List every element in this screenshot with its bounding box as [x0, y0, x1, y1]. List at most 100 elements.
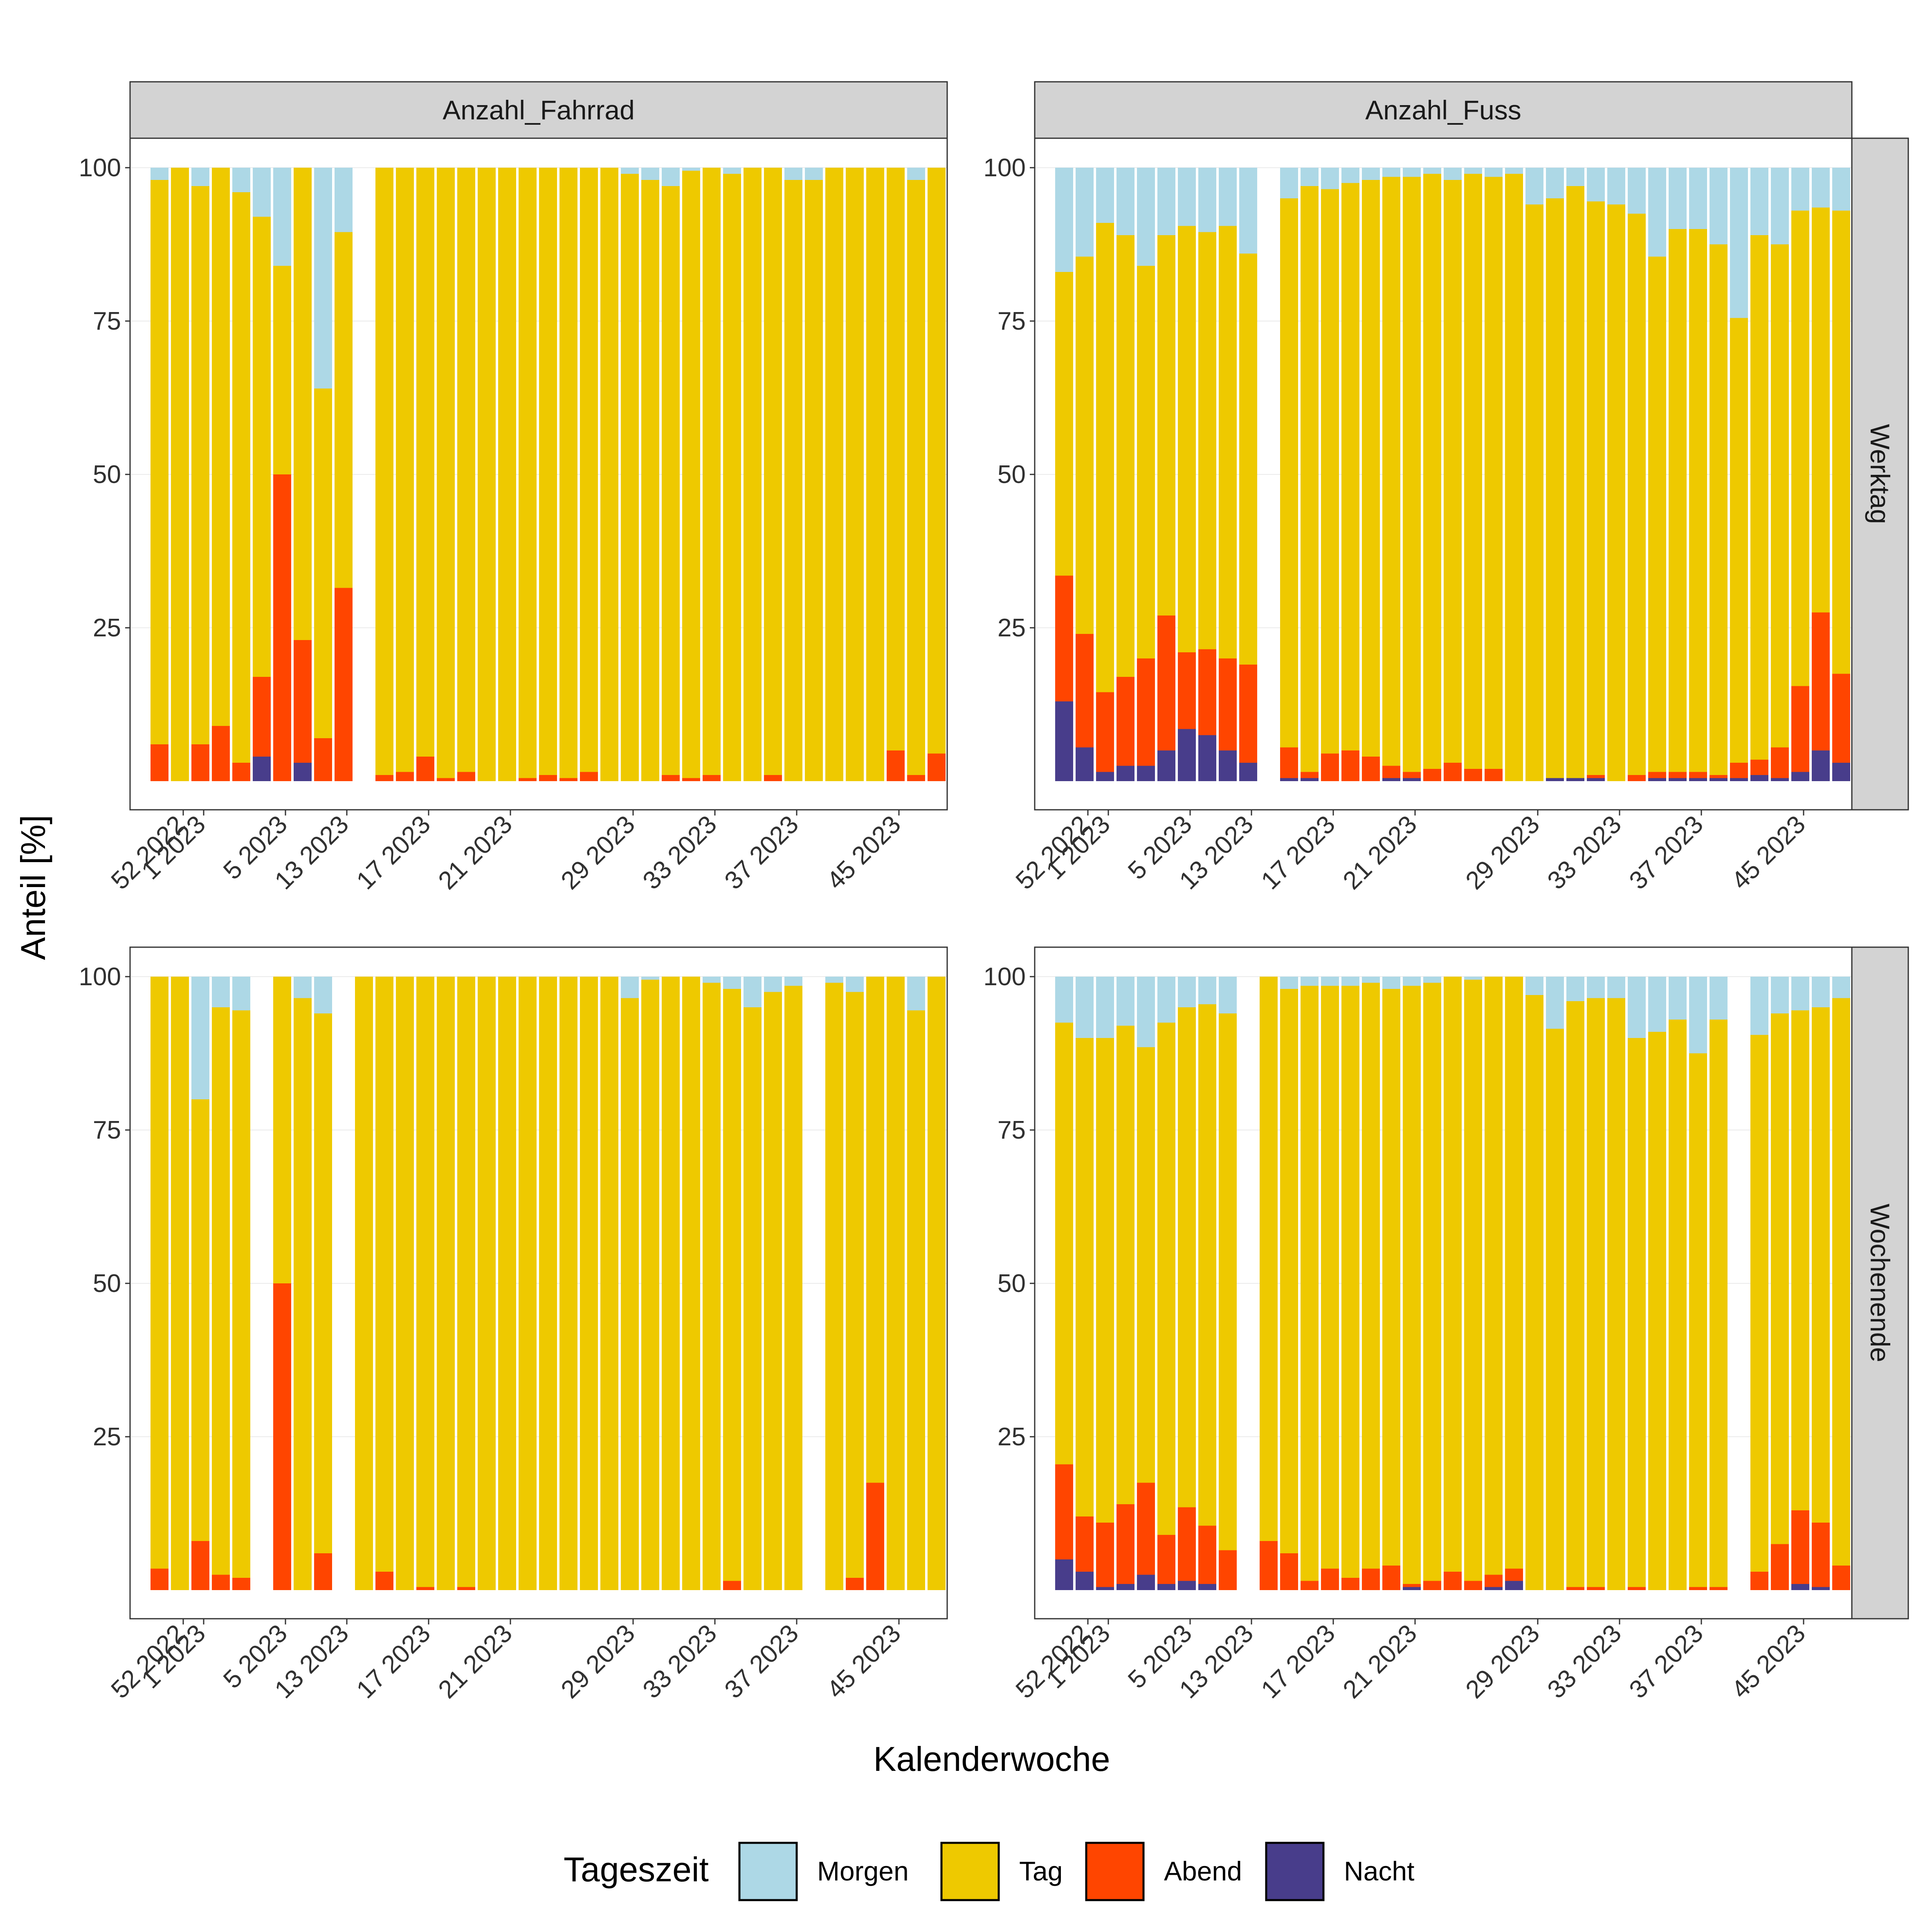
x-tick-label: 29 2023 — [556, 1619, 640, 1704]
y-tick-label: 50 — [93, 461, 121, 489]
bar-segment-nacht — [1485, 1587, 1503, 1590]
bar-segment-tag — [621, 998, 639, 1590]
bar-segment-abend — [1341, 750, 1359, 781]
bar-segment-abend — [539, 775, 557, 781]
bar-segment-morgen — [723, 977, 741, 989]
bar-segment-morgen — [232, 977, 250, 1011]
x-tick-label: 21 2023 — [1338, 810, 1422, 895]
bar-segment-tag — [1198, 232, 1216, 649]
bar-segment-abend — [559, 778, 577, 781]
column-strip-label: Anzahl_Fahrrad — [443, 95, 635, 125]
bar-segment-tag — [396, 168, 414, 772]
x-tick-label: 37 2023 — [719, 1619, 804, 1704]
bar-segment-tag — [253, 217, 271, 677]
x-tick-label: 29 2023 — [556, 810, 640, 895]
bar-segment-abend — [1505, 1568, 1523, 1581]
bar-segment-tag — [1525, 204, 1543, 781]
x-tick-label: 37 2023 — [719, 810, 804, 895]
bar-segment-tag — [600, 977, 618, 1590]
bar-segment-morgen — [1628, 977, 1646, 1038]
bar-segment-tag — [1301, 986, 1319, 1581]
bar-segment-nacht — [1219, 750, 1237, 781]
bar-segment-tag — [191, 1099, 209, 1541]
bar-segment-tag — [682, 977, 700, 1590]
bar-segment-abend — [1301, 1581, 1319, 1590]
bar-segment-morgen — [1689, 977, 1707, 1054]
bar-segment-tag — [1096, 1038, 1114, 1523]
bar-segment-abend — [1239, 665, 1257, 763]
bar-segment-tag — [1137, 266, 1155, 658]
bar-segment-tag — [825, 168, 843, 781]
bar-segment-tag — [1178, 226, 1196, 652]
bar-segment-tag — [1423, 174, 1441, 769]
y-tick-label: 75 — [997, 1116, 1026, 1144]
column-strip — [129, 81, 948, 139]
bar-segment-nacht — [1710, 778, 1728, 781]
bar-segment-morgen — [1546, 168, 1564, 198]
bar-segment-tag — [314, 389, 332, 738]
bar-segment-tag — [1301, 186, 1319, 772]
legend-label-morgen: Morgen — [817, 1856, 909, 1886]
bar-segment-morgen — [1812, 168, 1830, 208]
bar-segment-nacht — [1157, 1584, 1175, 1590]
bar-segment-tag — [1710, 1020, 1728, 1587]
bar-segment-morgen — [1321, 977, 1339, 986]
bar-segment-abend — [457, 1587, 475, 1590]
bar-segment-abend — [191, 1541, 209, 1590]
bar-segment-morgen — [1791, 977, 1809, 1011]
row-strip-label: Werktag — [1865, 424, 1895, 524]
bar-segment-abend — [151, 1568, 168, 1590]
bar-segment-tag — [887, 977, 905, 1590]
bar-segment-abend — [928, 753, 946, 781]
bar-segment-tag — [519, 168, 537, 778]
bar-segment-morgen — [1525, 168, 1543, 204]
x-tick-label: 45 2023 — [822, 1619, 906, 1704]
bar-segment-tag — [1157, 1022, 1175, 1535]
bar-segment-tag — [846, 168, 864, 781]
legend-item-nacht: Nacht — [1265, 1842, 1414, 1901]
bar-segment-abend — [1771, 1544, 1789, 1590]
bar-segment-tag — [212, 168, 230, 726]
bar-segment-nacht — [1403, 1587, 1421, 1590]
bar-segment-nacht — [1403, 778, 1421, 781]
bar-segment-morgen — [907, 168, 925, 180]
bar-segment-morgen — [212, 977, 230, 1007]
bar-segment-nacht — [1117, 1584, 1134, 1590]
bar-segment-nacht — [1382, 778, 1400, 781]
bar-segment-abend — [396, 772, 414, 781]
bar-segment-abend — [1750, 759, 1768, 775]
bar-segment-tag — [1321, 986, 1339, 1569]
bar-segment-nacht — [1771, 778, 1789, 781]
bar-segment-abend — [1444, 763, 1462, 781]
bar-segment-tag — [478, 977, 496, 1590]
bar-segment-tag — [1566, 1001, 1584, 1587]
bar-segment-abend — [1260, 1541, 1278, 1590]
bar-segment-tag — [375, 168, 393, 775]
bar-segment-tag — [294, 998, 312, 1590]
bar-segment-abend — [519, 778, 537, 781]
bar-segment-abend — [232, 1578, 250, 1590]
bar-segment-morgen — [1587, 168, 1605, 202]
bar-segment-morgen — [1648, 977, 1666, 1032]
bar-segment-abend — [1730, 763, 1748, 778]
x-tick-label: 33 2023 — [638, 1619, 722, 1704]
bar-segment-morgen — [1669, 168, 1687, 229]
bar-segment-tag — [662, 977, 680, 1590]
bar-segment-abend — [1117, 1504, 1134, 1584]
bar-segment-morgen — [1423, 168, 1441, 174]
bar-segment-tag — [1505, 977, 1523, 1569]
bar-segment-abend — [335, 588, 353, 781]
bar-segment-morgen — [1157, 168, 1175, 235]
bar-segment-tag — [539, 977, 557, 1590]
legend-item-tag: Tag — [940, 1842, 1063, 1901]
bar-segment-tag — [1628, 1038, 1646, 1587]
legend-item-abend: Abend — [1085, 1842, 1242, 1901]
bar-segment-abend — [846, 1578, 864, 1590]
bar-segment-tag — [1137, 1047, 1155, 1483]
legend-label-nacht: Nacht — [1344, 1856, 1414, 1886]
bar-segment-morgen — [1117, 168, 1134, 235]
bar-segment-morgen — [1832, 168, 1850, 211]
